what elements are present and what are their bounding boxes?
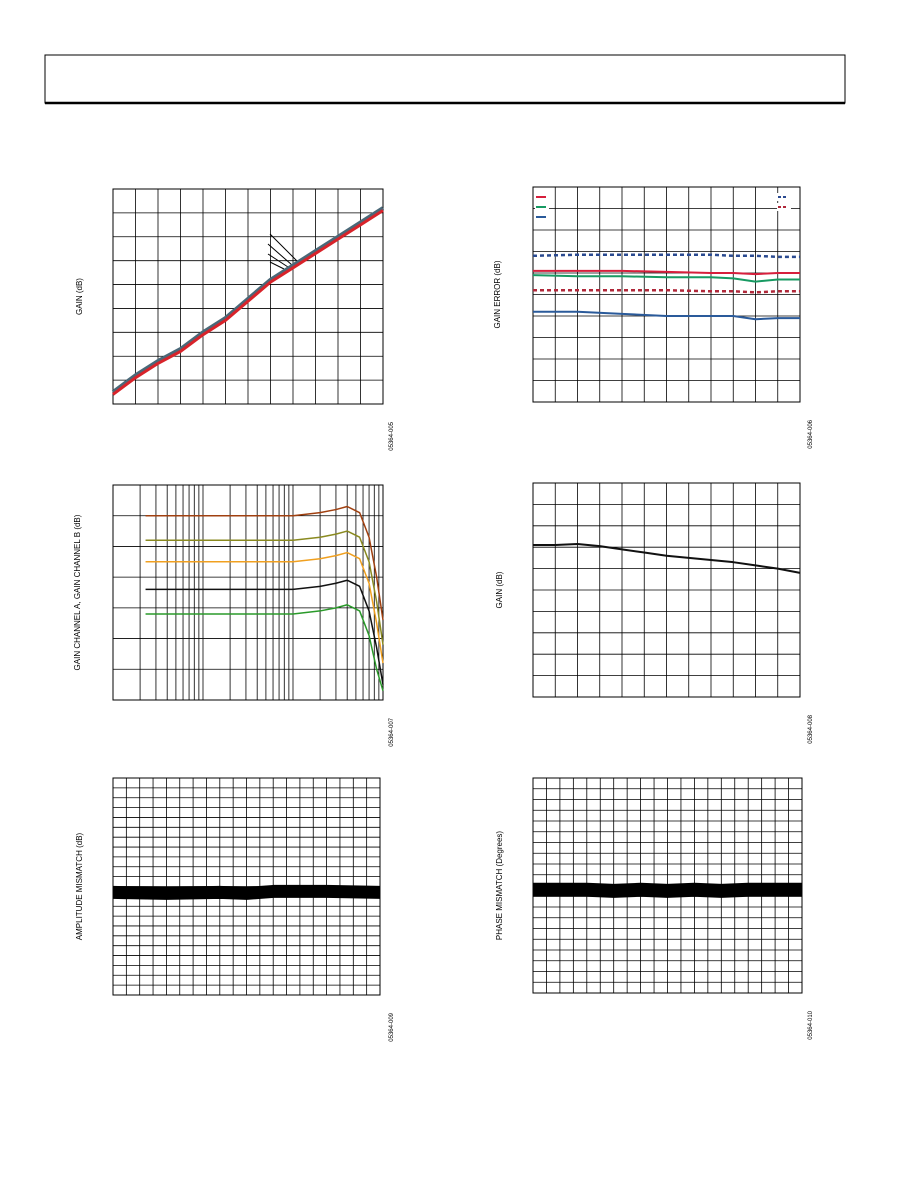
series-line <box>533 269 800 276</box>
plot-frame <box>112 188 384 405</box>
series-line <box>145 604 384 691</box>
y-axis-label: GAIN ERROR (dB) <box>493 260 502 328</box>
figure-id: 05364-005 <box>389 421 395 450</box>
plot-frame <box>532 482 801 698</box>
plot-frame <box>532 186 801 403</box>
series-line <box>533 542 801 574</box>
series-line <box>533 288 800 294</box>
series-line <box>533 310 800 321</box>
y-axis-label: GAIN CHANNEL A, GAIN CHANNEL B (dB) <box>73 514 82 670</box>
y-axis-label: GAIN (dB) <box>495 571 504 608</box>
series-line <box>145 505 384 621</box>
series-line <box>111 206 385 394</box>
figure-id: 05364-006 <box>808 419 814 448</box>
plot-frame <box>112 484 384 701</box>
figure-id: 05364-008 <box>808 714 814 743</box>
y-axis-label: PHASE MISMATCH (Degrees) <box>495 831 504 941</box>
series-line <box>532 253 800 259</box>
series-line <box>112 884 381 900</box>
y-axis-label: GAIN (dB) <box>75 278 84 315</box>
series-line <box>112 209 384 396</box>
series-line <box>533 882 802 898</box>
series-line <box>532 274 800 283</box>
series-line <box>145 551 384 664</box>
y-axis-label: AMPLITUDE MISMATCH (dB) <box>75 832 84 940</box>
series-line <box>145 530 384 645</box>
figure-id: 05364-009 <box>389 1012 395 1041</box>
series-line <box>145 579 384 685</box>
header-box <box>44 54 846 104</box>
figure-id: 05364-007 <box>389 717 395 746</box>
figure-id: 05364-010 <box>808 1010 814 1039</box>
